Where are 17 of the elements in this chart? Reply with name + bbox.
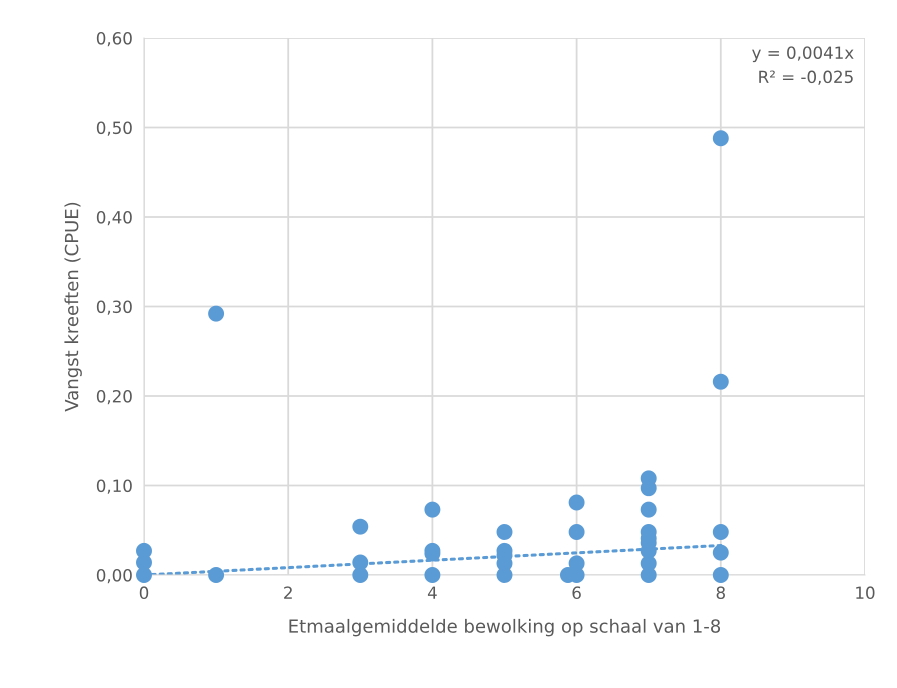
annotation: R² = -0,025 bbox=[759, 70, 853, 85]
x-tick-label: 4 bbox=[428, 586, 437, 599]
x-tick-label: 6 bbox=[572, 586, 581, 600]
x-axis-title: Etmaalgemiddelde bewolking op schaal van 1-8 bbox=[289, 618, 720, 636]
x-tick-label: 0 bbox=[140, 586, 148, 600]
x-tick-label: 2 bbox=[284, 586, 292, 599]
y-tick-label: 0,60 bbox=[96, 32, 132, 46]
y-axis-title: Vangst kreeften (CPUE) bbox=[64, 202, 82, 412]
x-tick-label: 8 bbox=[716, 586, 725, 600]
y-tick-label: 0,10 bbox=[96, 479, 132, 494]
y-tick-label: 0,30 bbox=[96, 300, 132, 315]
y-tick-label: 0,20 bbox=[96, 390, 132, 404]
x-tick-label: 10 bbox=[856, 586, 874, 600]
y-tick-label: 0,00 bbox=[96, 568, 132, 584]
y-tick-label: 0,50 bbox=[96, 121, 132, 136]
annotation: y = 0,0041x bbox=[752, 46, 854, 62]
y-tick-label: 0,40 bbox=[96, 210, 132, 226]
